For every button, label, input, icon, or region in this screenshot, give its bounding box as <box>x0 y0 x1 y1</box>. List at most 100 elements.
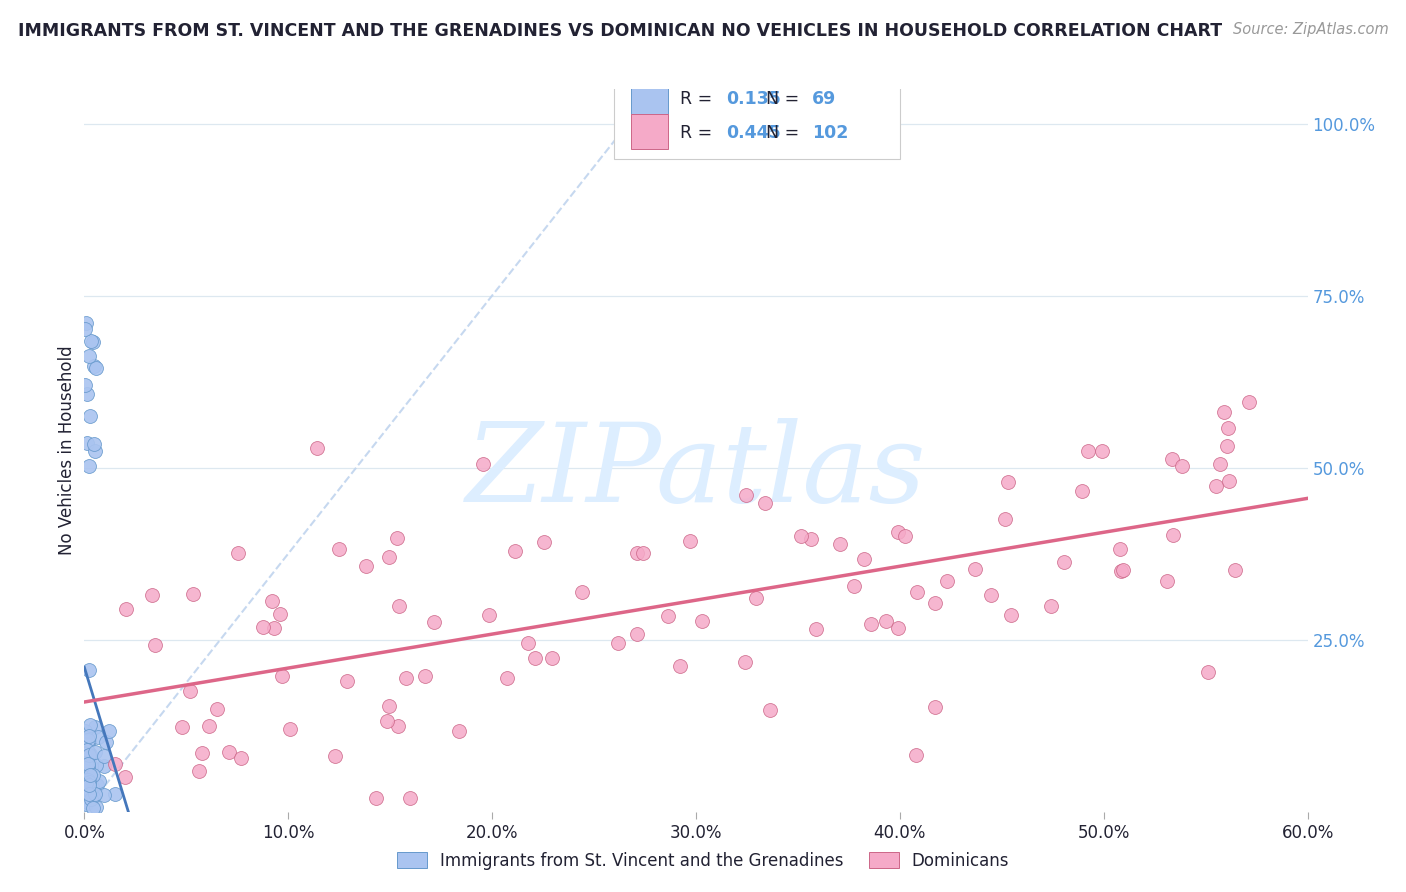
Point <box>541 651 564 665</box>
Point <box>679 533 702 548</box>
Point <box>77 756 100 771</box>
Point <box>533 534 555 549</box>
Point <box>505 543 527 558</box>
Point <box>516 636 538 650</box>
Point <box>76 767 98 781</box>
Point <box>1053 555 1076 569</box>
Point <box>478 607 501 622</box>
Point <box>860 617 883 632</box>
FancyBboxPatch shape <box>631 79 668 114</box>
Point <box>754 495 776 509</box>
FancyBboxPatch shape <box>614 77 900 160</box>
Point <box>82 789 104 804</box>
Point <box>82 768 104 782</box>
Point <box>852 551 875 566</box>
Point <box>79 783 101 797</box>
Point <box>1108 542 1130 557</box>
Point <box>1161 527 1184 541</box>
Point <box>179 684 201 698</box>
Point <box>269 607 291 621</box>
Point <box>887 524 910 539</box>
Point <box>86 778 108 792</box>
Point <box>270 669 292 683</box>
Point <box>84 787 107 801</box>
Point <box>73 732 96 747</box>
Text: 0.135: 0.135 <box>727 89 782 108</box>
Point <box>423 615 446 629</box>
Point <box>842 579 865 593</box>
Point <box>388 599 411 614</box>
Point <box>806 622 828 636</box>
Point <box>1111 564 1133 578</box>
Point <box>77 459 100 474</box>
Point <box>75 378 97 392</box>
Text: N =: N = <box>766 124 799 142</box>
Point <box>79 409 101 423</box>
Point <box>76 743 98 757</box>
Point <box>73 724 96 739</box>
Point <box>524 651 547 665</box>
Point <box>1205 478 1227 492</box>
Point <box>395 671 418 685</box>
Point <box>669 659 692 673</box>
Point <box>904 747 927 762</box>
Point <box>75 797 97 811</box>
Point <box>77 775 100 789</box>
Point <box>96 735 118 749</box>
Point <box>77 750 100 764</box>
Point <box>626 627 648 641</box>
Point <box>1225 563 1247 577</box>
Point <box>631 546 654 560</box>
Point <box>73 783 96 797</box>
Point <box>226 546 249 560</box>
Point <box>198 719 221 733</box>
Point <box>84 361 107 376</box>
Point <box>114 770 136 784</box>
Point <box>759 703 782 717</box>
Point <box>1239 395 1261 409</box>
Point <box>104 757 127 772</box>
Point <box>894 529 917 543</box>
Point <box>1071 484 1094 499</box>
Point <box>86 730 108 744</box>
Point <box>924 700 946 714</box>
Text: ZIPatlas: ZIPatlas <box>465 418 927 526</box>
Point <box>980 588 1002 602</box>
Point <box>252 620 274 634</box>
Point <box>734 655 756 669</box>
Point <box>93 788 115 802</box>
Point <box>907 584 929 599</box>
Point <box>377 549 399 564</box>
Point <box>77 734 100 748</box>
Text: Source: ZipAtlas.com: Source: ZipAtlas.com <box>1233 22 1389 37</box>
Point <box>263 621 285 635</box>
Point <box>83 745 105 759</box>
Text: 69: 69 <box>813 89 837 108</box>
Text: N =: N = <box>766 89 799 108</box>
Point <box>84 800 107 814</box>
Point <box>1218 421 1240 435</box>
Point <box>79 772 101 786</box>
Point <box>375 714 398 729</box>
Point <box>83 788 105 802</box>
Point <box>93 758 115 772</box>
Point <box>997 475 1019 489</box>
Point <box>83 720 105 734</box>
Point <box>77 349 100 363</box>
Point <box>104 787 127 801</box>
Point <box>229 751 252 765</box>
Point <box>76 737 98 751</box>
Point <box>75 317 97 331</box>
Point <box>657 608 679 623</box>
Text: IMMIGRANTS FROM ST. VINCENT AND THE GRENADINES VS DOMINICAN NO VEHICLES IN HOUSE: IMMIGRANTS FROM ST. VINCENT AND THE GREN… <box>18 22 1222 40</box>
Point <box>994 512 1017 526</box>
Point <box>496 671 519 685</box>
Point <box>963 561 986 575</box>
Point <box>377 698 399 713</box>
Point <box>387 719 409 733</box>
Point <box>354 559 377 574</box>
Point <box>83 359 105 373</box>
Point <box>191 746 214 760</box>
Point <box>76 774 98 789</box>
Point <box>323 749 346 764</box>
